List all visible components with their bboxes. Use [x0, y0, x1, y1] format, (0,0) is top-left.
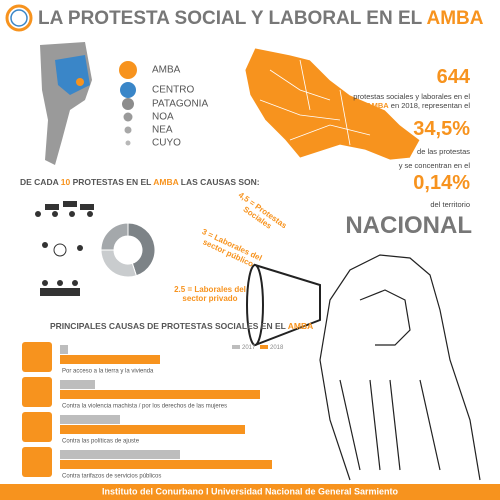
stat-area: 0,14%	[413, 172, 470, 194]
bar	[60, 390, 260, 399]
title-highlight: AMBA	[427, 8, 484, 29]
region-dot	[123, 112, 133, 122]
title: LA PROTESTA SOCIAL Y LABORAL EN EL AMBA	[38, 8, 484, 29]
region-label: CENTRO	[152, 85, 194, 96]
bar	[60, 460, 272, 469]
footer-band	[0, 484, 500, 500]
t: AMBA	[153, 177, 178, 187]
logo	[5, 4, 33, 32]
protest-icons	[35, 201, 94, 296]
t: DE CADA	[20, 177, 61, 187]
t: 10	[61, 177, 71, 187]
category-label: Contra las políticas de ajuste	[62, 439, 140, 445]
bar	[60, 415, 120, 424]
category-label: Contra tarifazos de servicios públicos	[62, 474, 161, 480]
bar	[60, 345, 68, 354]
woman-illustration	[246, 254, 481, 481]
region-label: AMBA	[152, 65, 181, 76]
stat-share: 34,5%	[413, 118, 470, 140]
title-text: LA PROTESTA SOCIAL Y LABORAL EN EL	[38, 8, 427, 29]
cause-icons	[22, 342, 52, 477]
category-label: Contra la violencia machista / por los d…	[62, 404, 227, 410]
causes-heading: DE CADA 10 PROTESTAS EN EL AMBA LAS CAUS…	[20, 177, 260, 187]
stat-count-text: protestas sociales y laborales en el AMBA…	[300, 92, 470, 110]
amba-spot	[76, 78, 84, 86]
bar	[60, 355, 160, 364]
legend-swatch	[232, 345, 240, 349]
t: PROTESTAS EN EL	[70, 177, 153, 187]
donut-segment	[100, 222, 129, 251]
legend-label: 2017	[242, 345, 256, 351]
donut-segment	[127, 222, 156, 277]
bar	[60, 380, 95, 389]
region-label: PATAGONIA	[152, 99, 208, 110]
donut-segment	[100, 249, 137, 278]
region-label: NOA	[152, 112, 174, 123]
category-label: Por acceso a la tierra y la vivienda	[62, 369, 154, 375]
footer: Instituto del Conurbano I Universidad Na…	[102, 486, 399, 496]
t: AMBA	[366, 101, 389, 110]
region-dot	[119, 61, 137, 79]
bar-title: PRINCIPALES CAUSAS DE PROTESTAS SOCIALES…	[50, 321, 313, 331]
t: protestas sociales y laborales en el	[353, 92, 470, 101]
region-dot	[122, 98, 134, 110]
stat-share-text: de las protestas y se concentran en el	[398, 147, 470, 170]
bar	[60, 450, 180, 459]
bar	[60, 425, 245, 434]
t: en 2018, representan el	[388, 101, 470, 110]
legend-label: 2018	[270, 345, 284, 351]
legend-swatch	[260, 345, 268, 349]
region-dot	[124, 126, 132, 134]
t: LAS CAUSAS SON:	[178, 177, 259, 187]
region-dot	[125, 140, 131, 146]
region-dot	[120, 82, 136, 98]
logo-inner	[10, 9, 28, 27]
t: AMBA	[288, 321, 314, 331]
region-label: NEA	[152, 125, 173, 136]
stat-scope: NACIONAL	[345, 212, 472, 239]
stat-area-text: del territorio	[430, 200, 470, 209]
stat-count: 644	[436, 66, 470, 88]
donut-label: 2.5 = Laborales del sector privado	[174, 285, 246, 303]
amba-map	[244, 47, 421, 161]
amba-districts	[259, 59, 371, 146]
region-label: CUYO	[152, 138, 181, 149]
t: PRINCIPALES CAUSAS DE PROTESTAS SOCIALES…	[50, 321, 288, 331]
